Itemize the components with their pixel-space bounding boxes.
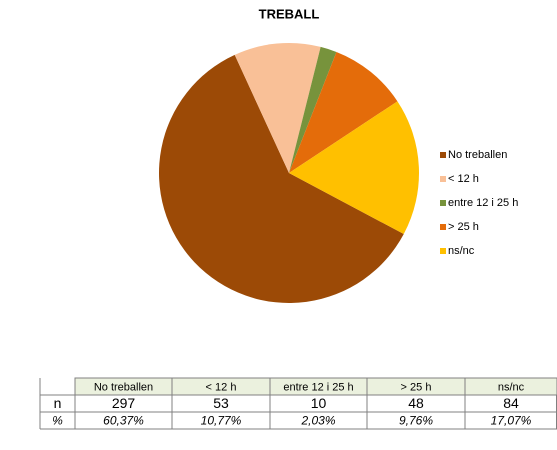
n-value: 53 [213,395,229,411]
legend-label: No treballen [448,149,507,161]
header-label: No treballen [94,381,153,393]
pie-slice [234,42,321,173]
n-value: 10 [311,395,327,411]
percent-value: 17,07% [491,414,532,428]
percent-value: 60,37% [103,414,144,428]
pie-slice [289,51,398,173]
chart-title: TREBALL [259,6,320,21]
legend-label: entre 12 i 25 h [448,197,518,209]
legend-swatch [440,248,446,254]
percent-value: 2,03% [300,414,335,428]
row-label: n [54,395,62,411]
header-label: ns/nc [498,381,525,393]
header-cell [464,377,557,396]
legend-swatch [440,224,446,230]
legend-label: < 12 h [448,173,479,185]
percent-value: 9,76% [399,414,433,428]
legend-label: ns/nc [448,245,475,257]
percent-value: 10,77% [201,414,242,428]
pie-slice [289,46,337,173]
legend-swatch [440,176,446,182]
legend-label: > 25 h [448,221,479,233]
header-label: entre 12 i 25 h [283,381,353,393]
n-value: 48 [408,395,424,411]
header-label: < 12 h [206,381,237,393]
pie-slice [159,54,404,304]
pie-slice [289,101,419,235]
n-value: 84 [503,395,519,411]
legend-swatch [440,152,446,158]
row-label: % [52,414,63,428]
legend-swatch [440,200,446,206]
header-label: > 25 h [401,381,432,393]
n-value: 297 [112,395,136,411]
